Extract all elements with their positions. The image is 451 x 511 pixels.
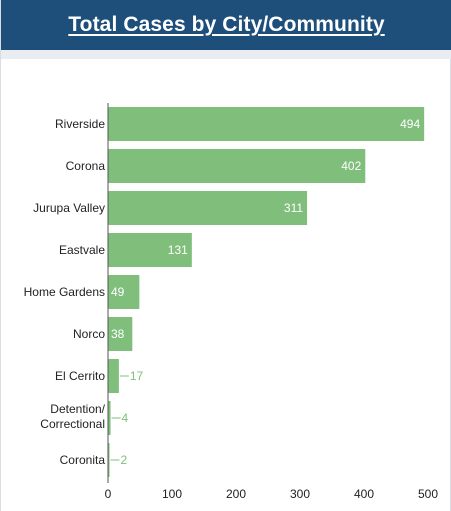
bar (108, 359, 119, 393)
bar (108, 107, 425, 141)
data-label: 2 (121, 453, 128, 467)
chart-title: Total Cases by City/Community (68, 13, 385, 36)
category-label: Corona (66, 159, 106, 173)
category-label: Coronita (60, 453, 106, 467)
category-label: Norco (73, 327, 105, 341)
x-tick-label: 100 (162, 487, 182, 501)
category-label: El Cerrito (55, 369, 105, 383)
x-tick-label: 0 (105, 487, 112, 501)
bar (108, 191, 308, 225)
data-label: 17 (130, 369, 144, 383)
x-tick-label: 200 (226, 487, 246, 501)
data-label: 311 (284, 201, 303, 215)
data-label: 4 (122, 411, 129, 425)
bar (108, 317, 133, 351)
data-label: 402 (341, 159, 361, 173)
data-label: 49 (111, 285, 125, 299)
data-label: 38 (111, 327, 125, 341)
bar (108, 233, 192, 267)
bar (108, 443, 110, 477)
header-divider (1, 50, 451, 59)
data-label: 494 (400, 117, 420, 131)
x-tick-label: 500 (418, 487, 438, 501)
x-tick-label: 400 (354, 487, 374, 501)
category-label: Detention/Correctional (40, 402, 105, 431)
x-tick-label: 300 (290, 487, 310, 501)
bar (108, 275, 140, 309)
bar (108, 401, 111, 435)
category-label: Jurupa Valley (33, 201, 105, 215)
data-label: 131 (168, 243, 188, 257)
bar (108, 149, 366, 183)
category-label: Riverside (55, 117, 105, 131)
category-label: Eastvale (59, 243, 105, 257)
category-label: Home Gardens (24, 285, 105, 299)
chart-header: Total Cases by City/Community (1, 0, 451, 50)
